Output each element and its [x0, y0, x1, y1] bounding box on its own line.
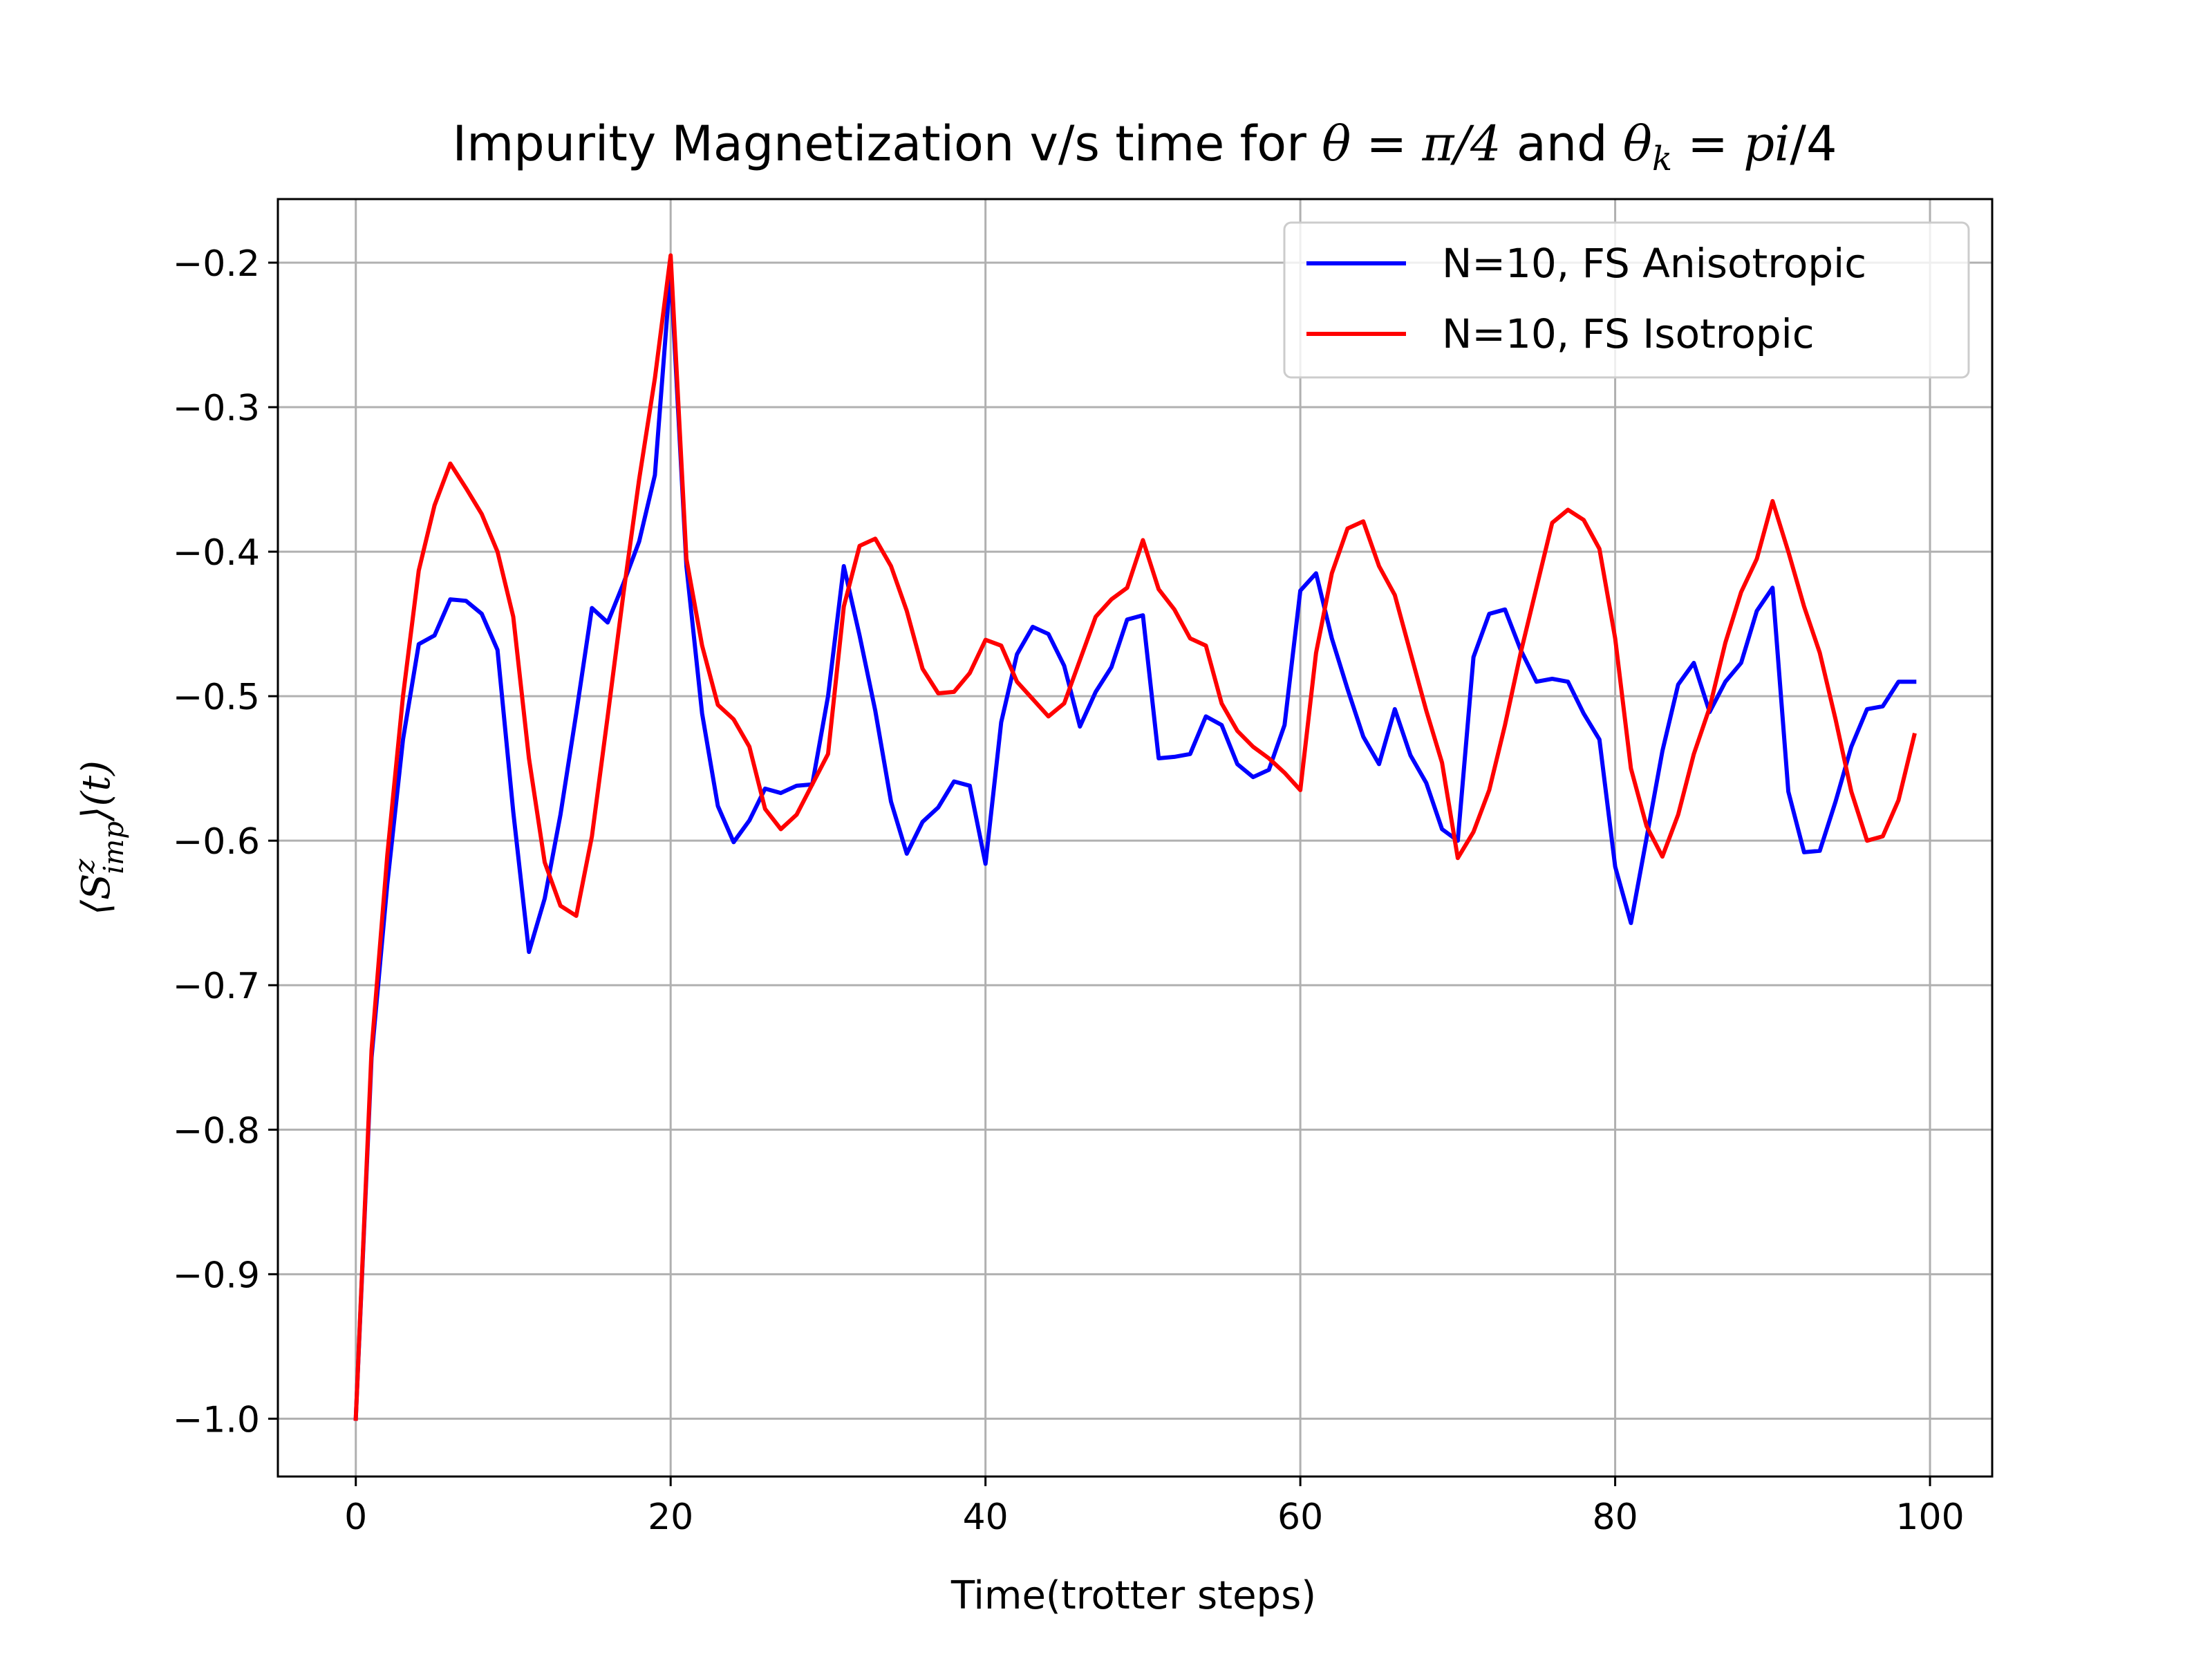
x-tick-label: 20 [648, 1497, 693, 1538]
x-tick-label: 0 [344, 1497, 367, 1538]
x-axis-label: Time(trotter steps) [950, 1573, 1316, 1618]
series-line-isotropic [353, 253, 1917, 1421]
y-tick-label: −0.8 [173, 1110, 260, 1152]
ticks: 0 20 40 60 80 100 −1.0 −0.9 −0.8 −0.7 −0.6 −0.5 −0.4… [173, 243, 1965, 1538]
y-tick-label: −0.3 [173, 388, 260, 429]
y-tick-label: −0.2 [173, 243, 260, 285]
y-tick-label: −0.9 [173, 1255, 260, 1296]
legend-box [1283, 221, 1970, 379]
plot-frame [276, 198, 1994, 1478]
x-tick-label: 100 [1895, 1497, 1964, 1538]
grid [278, 199, 1992, 1477]
series-line-anisotropic [353, 268, 1917, 1421]
x-tick-label: 80 [1592, 1497, 1638, 1538]
y-tick-label: −0.5 [173, 677, 260, 718]
chart-title: Impurity Magnetization v/s time for θ = … [452, 115, 1837, 178]
legend-label-isotropic: N=10, FS Isotropic [1442, 310, 1815, 357]
x-tick-label: 40 [963, 1497, 1009, 1538]
x-tick-label: 60 [1277, 1497, 1323, 1538]
y-tick-label: −0.4 [173, 532, 260, 574]
y-tick-label: −0.6 [173, 821, 260, 863]
y-tick-label: −1.0 [173, 1399, 260, 1441]
y-axis-label: ⟨Szimp⟩(t) [69, 760, 130, 915]
series-group [353, 253, 1917, 1421]
y-tick-label: −0.7 [173, 966, 260, 1007]
legend-label-anisotropic: N=10, FS Anisotropic [1442, 240, 1866, 287]
legend: N=10, FS Anisotropic N=10, FS Isotropic [1283, 221, 1970, 379]
